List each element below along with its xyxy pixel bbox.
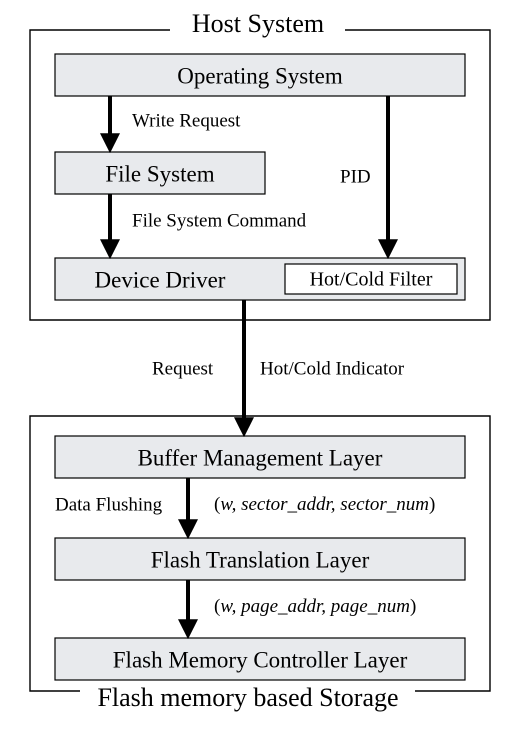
flash-translation-label: Flash Translation Layer: [151, 547, 370, 572]
hot-cold-indicator-label: Hot/Cold Indicator: [260, 358, 405, 379]
hot-cold-filter-label: Hot/Cold Filter: [310, 269, 433, 291]
device-driver-box: Device Driver Hot/Cold Filter: [55, 258, 465, 300]
flash-translation-box: Flash Translation Layer: [55, 538, 465, 580]
operating-system-box: Operating System: [55, 54, 465, 96]
host-title: Host System: [192, 9, 324, 38]
buffer-management-label: Buffer Management Layer: [138, 445, 383, 470]
write-request-label: Write Request: [132, 110, 241, 131]
storage-title: Flash memory based Storage: [97, 683, 398, 712]
page-params-label: (w, page_addr, page_num): [214, 596, 416, 617]
pid-label: PID: [340, 166, 371, 187]
operating-system-label: Operating System: [177, 63, 343, 88]
file-system-label: File System: [105, 161, 214, 186]
request-label: Request: [152, 358, 214, 379]
buffer-management-box: Buffer Management Layer: [55, 436, 465, 478]
file-system-command-label: File System Command: [132, 210, 307, 231]
flash-controller-label: Flash Memory Controller Layer: [113, 647, 408, 672]
sector-params-label: (w, sector_addr, sector_num): [214, 494, 435, 515]
device-driver-label: Device Driver: [95, 267, 226, 292]
flash-controller-box: Flash Memory Controller Layer: [55, 638, 465, 680]
data-flushing-label: Data Flushing: [55, 494, 163, 515]
file-system-box: File System: [55, 152, 265, 194]
